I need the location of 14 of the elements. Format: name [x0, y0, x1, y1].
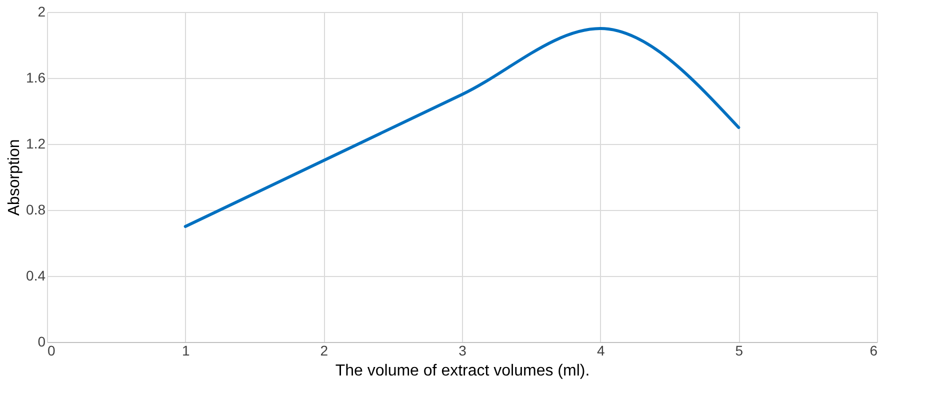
- x-tick-label: 5: [735, 342, 744, 358]
- y-tick-label: 2: [38, 4, 46, 20]
- x-tick-label: 1: [182, 342, 190, 358]
- x-axis-title: The volume of extract volumes (ml).: [335, 362, 590, 380]
- x-tick-label: 6: [870, 342, 878, 358]
- x-tick-label: 4: [596, 342, 605, 358]
- y-tick-label: 0.8: [26, 202, 46, 218]
- y-axis-title: Absorption: [6, 139, 24, 216]
- x-tick-label: 2: [320, 342, 328, 358]
- x-tick-label: 3: [458, 342, 467, 358]
- line-series: [184, 27, 740, 228]
- y-tick-label: 1.6: [26, 70, 46, 86]
- y-tick-label: 0.4: [26, 268, 46, 284]
- y-tick-label: 1.2: [26, 136, 46, 152]
